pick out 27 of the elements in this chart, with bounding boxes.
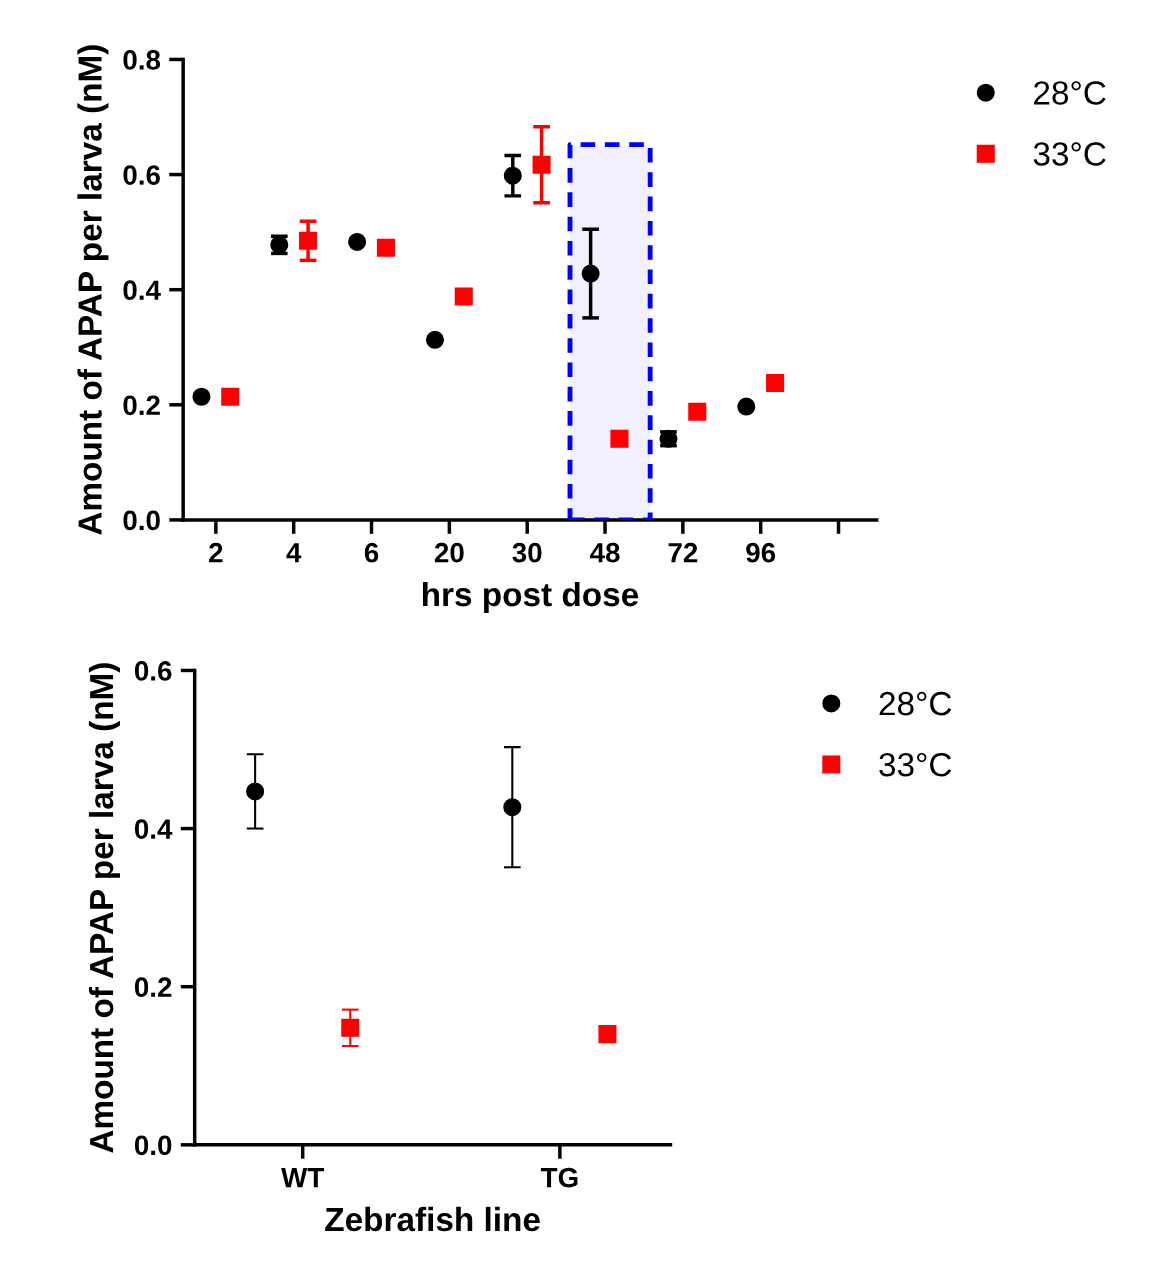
x-tick-label: 4	[286, 543, 302, 563]
y-tick-label: 0.0	[134, 1135, 172, 1156]
legend-label: 28°C	[879, 691, 952, 716]
y-axis-title: Amount of APAP per larva (nM)	[77, 45, 109, 535]
x-tick-label: 20	[434, 542, 464, 563]
x-tick-label: 30	[512, 542, 542, 563]
y-tick-label: 0.0	[123, 510, 160, 531]
y-tick-label: 0.4	[123, 280, 161, 301]
x-tick-label: 6	[364, 542, 379, 563]
y-tick-label: 0.2	[123, 395, 160, 416]
x-tick-label: 48	[590, 542, 620, 563]
x-axis-title: hrs post dose	[422, 581, 639, 613]
legend-label: 28°C	[1034, 81, 1106, 105]
legend-label: 33°C	[879, 752, 952, 777]
x-tick-label: 2	[209, 542, 223, 563]
y-tick-label: 0.4	[134, 819, 173, 839]
x-tick-label: 72	[668, 542, 698, 563]
y-tick-label: 0.6	[134, 661, 172, 681]
legend-label: 33°C	[1033, 142, 1106, 166]
y-tick-label: 0.6	[123, 165, 160, 185]
y-tick-label: 0.8	[123, 50, 161, 70]
y-axis-title: Amount of APAP per larva (nM)	[88, 663, 120, 1153]
x-tick-label: TG	[540, 1167, 578, 1188]
x-axis-title: Zebrafish line	[325, 1206, 540, 1232]
x-tick-label: 96	[746, 542, 776, 563]
x-tick-label: WT	[281, 1168, 324, 1188]
y-tick-label: 0.2	[134, 977, 172, 998]
